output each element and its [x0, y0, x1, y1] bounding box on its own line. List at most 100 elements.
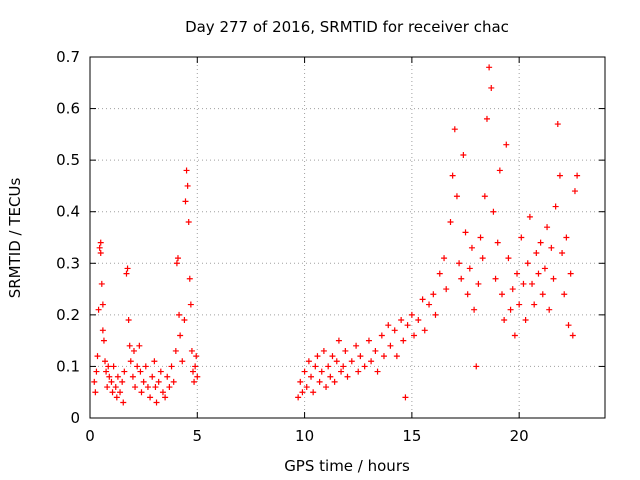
data-point	[430, 291, 437, 298]
data-point	[473, 363, 480, 370]
data-point	[411, 332, 418, 339]
data-point	[378, 332, 385, 339]
data-point	[138, 389, 145, 396]
data-point	[385, 322, 392, 329]
data-point	[186, 275, 193, 282]
data-point	[100, 337, 107, 344]
y-tick-label: 0.2	[56, 306, 80, 324]
data-point	[110, 363, 117, 370]
data-point	[95, 306, 102, 313]
data-point	[408, 311, 415, 318]
data-point	[97, 239, 104, 246]
data-point	[415, 317, 422, 324]
plot-frame	[89, 56, 606, 419]
data-point	[301, 368, 308, 375]
data-point	[544, 224, 551, 231]
data-point	[193, 353, 200, 360]
data-point	[548, 244, 555, 251]
data-point	[327, 373, 334, 380]
data-point	[149, 373, 156, 380]
data-point	[99, 327, 106, 334]
data-point	[333, 358, 340, 365]
data-point	[501, 317, 508, 324]
data-point	[355, 368, 362, 375]
data-point	[531, 301, 538, 308]
data-point	[108, 378, 115, 385]
data-point	[458, 275, 465, 282]
data-point	[524, 260, 531, 267]
data-point	[511, 332, 518, 339]
data-point	[404, 322, 411, 329]
data-point	[179, 358, 186, 365]
data-point	[374, 368, 381, 375]
data-point	[299, 389, 306, 396]
x-tick-label: 20	[510, 427, 529, 445]
data-point	[147, 394, 154, 401]
data-point	[518, 234, 525, 241]
data-point	[426, 301, 433, 308]
data-point	[152, 384, 159, 391]
data-point	[94, 353, 101, 360]
axis-ticks	[89, 56, 605, 419]
data-point	[537, 239, 544, 246]
data-point	[541, 265, 548, 272]
data-point	[124, 265, 131, 272]
data-point	[104, 384, 111, 391]
y-tick-label: 0.5	[56, 151, 80, 169]
data-point	[120, 399, 127, 406]
data-point	[123, 270, 130, 277]
data-point	[565, 322, 572, 329]
data-point	[348, 358, 355, 365]
x-tick-label: 5	[193, 427, 203, 445]
data-point	[312, 363, 319, 370]
data-point	[464, 291, 471, 298]
data-point	[125, 317, 132, 324]
data-point	[529, 280, 536, 287]
data-point	[295, 394, 302, 401]
data-point	[92, 389, 99, 396]
data-point	[569, 332, 576, 339]
data-point	[494, 239, 501, 246]
data-point	[443, 286, 450, 293]
data-point	[481, 193, 488, 200]
data-point	[456, 260, 463, 267]
data-point	[109, 389, 116, 396]
data-point	[174, 255, 181, 262]
data-point	[184, 182, 191, 189]
y-tick-label: 0.6	[56, 100, 80, 118]
data-point	[308, 373, 315, 380]
data-point	[533, 249, 540, 256]
data-point	[492, 275, 499, 282]
data-point	[496, 167, 503, 174]
data-point	[507, 306, 514, 313]
data-point	[96, 244, 103, 251]
data-point	[449, 172, 456, 179]
data-point	[159, 389, 166, 396]
data-point	[132, 384, 139, 391]
data-point	[372, 347, 379, 354]
data-point	[170, 378, 177, 385]
data-point	[91, 378, 98, 385]
data-point	[130, 347, 137, 354]
data-point	[113, 394, 120, 401]
data-point	[563, 234, 570, 241]
data-point	[102, 358, 109, 365]
data-point	[574, 172, 581, 179]
data-point	[468, 244, 475, 251]
data-point	[520, 280, 527, 287]
data-point	[320, 347, 327, 354]
data-point	[162, 394, 169, 401]
x-axis-title: GPS time / hours	[284, 457, 410, 475]
data-point	[402, 394, 409, 401]
data-point	[97, 249, 104, 256]
y-tick-label: 0.4	[56, 203, 80, 221]
data-point	[479, 255, 486, 262]
data-point	[99, 301, 106, 308]
data-point	[357, 353, 364, 360]
data-point	[153, 399, 160, 406]
y-axis-title: SRMTID / TECUs	[6, 178, 24, 299]
data-point	[166, 384, 173, 391]
data-point	[187, 301, 194, 308]
data-point	[192, 363, 199, 370]
data-point	[451, 126, 458, 133]
